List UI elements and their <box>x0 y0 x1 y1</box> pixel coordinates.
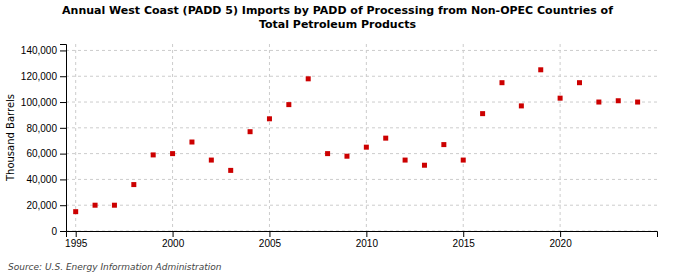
grid <box>66 44 657 231</box>
point <box>577 80 582 85</box>
point <box>364 145 369 150</box>
point <box>267 116 272 121</box>
tick-mark <box>60 128 66 129</box>
tick-mark <box>60 154 66 155</box>
grid-line-y <box>66 102 657 103</box>
tick-label: 1995 <box>65 238 88 249</box>
tick-mark <box>269 231 270 237</box>
tick-label: 0 <box>51 226 57 237</box>
grid-line-y <box>66 76 657 77</box>
grid-line-y <box>66 50 657 51</box>
tick-mark <box>60 76 66 77</box>
point <box>286 102 291 107</box>
tick: 0 <box>51 226 66 237</box>
axis-line <box>67 232 658 238</box>
tick: 2015 <box>453 231 476 249</box>
y-axis-title: Thousand Barrels <box>5 94 16 182</box>
plot-area: 1995 2000 2005 2010 2015 2020 0 20,000 40,000 60,… <box>21 44 658 249</box>
point <box>441 142 446 147</box>
tick-label: 2005 <box>259 238 282 249</box>
tick-label: 80,000 <box>26 123 57 134</box>
tick-label: 100,000 <box>21 97 58 108</box>
grid-line-x <box>75 44 76 231</box>
tick: 140,000 <box>21 45 66 56</box>
point <box>306 76 311 81</box>
tick: 80,000 <box>26 123 66 134</box>
tick: 1995 <box>65 231 88 249</box>
point <box>93 203 98 208</box>
point <box>325 151 330 156</box>
tick-label: 2000 <box>162 238 185 249</box>
tick: 60,000 <box>26 148 66 159</box>
tick-mark <box>60 231 66 232</box>
grid-line-x <box>366 44 367 231</box>
grid-line-y <box>66 179 657 180</box>
point <box>499 80 504 85</box>
point <box>616 98 621 103</box>
title: Annual West Coast (PADD 5) Imports by PA… <box>62 4 613 17</box>
point <box>461 158 466 163</box>
point <box>209 158 214 163</box>
point <box>248 129 253 134</box>
tick: 120,000 <box>21 71 66 82</box>
axis-line <box>60 45 67 232</box>
tick: 2005 <box>259 231 282 249</box>
tick-label: 2010 <box>356 238 379 249</box>
grid-line-y <box>66 205 657 206</box>
grid-line-x <box>463 44 464 231</box>
tick-label: 2020 <box>549 238 572 249</box>
point <box>112 203 117 208</box>
grid-line-y <box>66 127 657 128</box>
title: Total Petroleum Products <box>259 18 417 31</box>
tick-mark <box>76 231 77 237</box>
grid-line-x <box>172 44 173 231</box>
tick-mark <box>560 231 561 237</box>
tick: 2010 <box>356 231 379 249</box>
points <box>73 67 640 214</box>
tick: 20,000 <box>26 200 66 211</box>
tick: 100,000 <box>21 97 66 108</box>
tick-label: 20,000 <box>26 200 57 211</box>
tick-label: 140,000 <box>21 45 58 56</box>
tick: 40,000 <box>26 174 66 185</box>
point <box>228 168 233 173</box>
tick-mark <box>60 50 66 51</box>
source-note: Source: U.S. Energy Information Administ… <box>8 262 222 272</box>
tick-mark <box>60 179 66 180</box>
tick-mark <box>173 231 174 237</box>
point <box>189 140 194 145</box>
point <box>73 209 78 214</box>
tick-mark <box>60 102 66 103</box>
point <box>480 111 485 116</box>
tick-mark <box>463 231 464 237</box>
point <box>170 151 175 156</box>
point <box>422 163 427 168</box>
tick: 2000 <box>162 231 185 249</box>
grid-line-x <box>269 44 270 231</box>
tick-label: 120,000 <box>21 71 58 82</box>
point <box>519 103 524 108</box>
point <box>383 136 388 141</box>
point <box>635 100 640 105</box>
grid-line-x <box>560 44 561 231</box>
point <box>131 182 136 187</box>
tick-label: 60,000 <box>26 148 57 159</box>
chart: 1995 2000 2005 2010 2015 2020 0 20,000 40,000 60,… <box>0 0 675 275</box>
point <box>151 152 156 157</box>
y-axis: 0 20,000 40,000 60,000 80,000 100,000 120,000 1… <box>21 45 67 237</box>
x-axis: 1995 2000 2005 2010 2015 2020 <box>65 231 657 249</box>
tick-mark <box>366 231 367 237</box>
tick-label: 2015 <box>453 238 476 249</box>
tick: 2020 <box>549 231 572 249</box>
point <box>558 96 563 101</box>
point <box>538 67 543 72</box>
point <box>403 158 408 163</box>
point <box>596 100 601 105</box>
tick-mark <box>60 205 66 206</box>
point <box>344 154 349 159</box>
tick-label: 40,000 <box>26 174 57 185</box>
